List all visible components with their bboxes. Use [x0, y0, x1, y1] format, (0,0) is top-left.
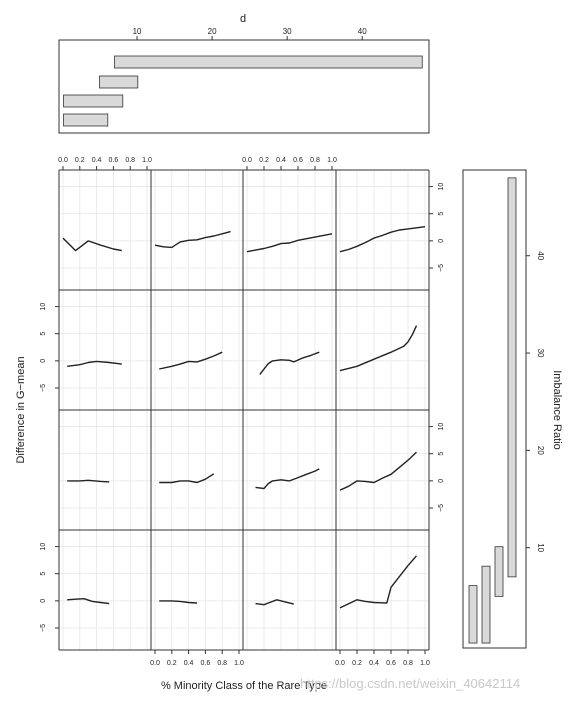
x-tick-label: 0.4	[276, 157, 286, 164]
x-tick-label: 0.2	[75, 157, 85, 164]
series-line	[246, 233, 333, 253]
right-chart-frame	[462, 169, 527, 649]
top-bar	[114, 55, 423, 69]
y-tick-label: 0	[438, 479, 445, 483]
top-chart-x-tick-label: 40	[358, 27, 367, 36]
top-chart-x-tick-label: 10	[133, 27, 142, 36]
y-tick-label: 5	[438, 212, 445, 216]
right-bar	[494, 546, 504, 597]
x-tick-label: 0.0	[150, 660, 160, 667]
x-tick-label: 1.0	[327, 157, 337, 164]
top-bar	[63, 94, 124, 108]
y-tick-label: −5	[438, 504, 445, 512]
series-line	[339, 226, 426, 253]
x-tick-label: 0.2	[167, 660, 177, 667]
y-tick-label: −5	[40, 624, 47, 632]
x-tick-label: 0.6	[386, 660, 396, 667]
x-tick-label: 0.6	[201, 660, 211, 667]
top-bar	[99, 75, 139, 89]
x-tick-label: 0.6	[293, 157, 303, 164]
series-line	[339, 451, 417, 491]
right-chart-y-tick-label: 10	[536, 543, 545, 552]
y-tick-label: −5	[40, 384, 47, 392]
right-chart-y-tick-label: 20	[536, 446, 545, 455]
x-tick-label: 0.4	[369, 660, 379, 667]
right-chart-y-tick-label: 30	[536, 349, 545, 358]
x-tick-label: 0.8	[310, 157, 320, 164]
series-line	[339, 325, 418, 372]
x-tick-label: 1.0	[234, 660, 244, 667]
top-chart-title: d	[240, 13, 246, 25]
x-tick-label: 1.0	[142, 157, 152, 164]
x-tick-label: 0.2	[352, 660, 362, 667]
series-line	[62, 237, 122, 252]
y-axis-label: Difference in G−mean	[15, 356, 27, 463]
x-tick-label: 0.0	[58, 157, 68, 164]
x-tick-label: 0.8	[403, 660, 413, 667]
right-bar	[468, 585, 478, 644]
y-tick-label: 5	[40, 572, 47, 576]
x-tick-label: 0.0	[242, 157, 252, 164]
x-tick-label: 1.0	[420, 660, 430, 667]
x-tick-label: 0.6	[109, 157, 119, 164]
top-chart-x-tick-label: 30	[283, 27, 292, 36]
y-tick-label: 0	[40, 599, 47, 603]
x-tick-label: 0.0	[335, 660, 345, 667]
y-tick-label: −5	[438, 264, 445, 272]
x-tick-label: 0.8	[125, 157, 135, 164]
y-tick-label: 0	[40, 359, 47, 363]
series-line	[154, 230, 231, 249]
y-tick-label: 10	[40, 543, 47, 551]
series-line	[159, 351, 223, 370]
y-tick-label: 10	[438, 183, 445, 191]
right-bar	[481, 565, 491, 644]
x-tick-label: 0.2	[259, 157, 269, 164]
series-line	[67, 479, 110, 483]
x-tick-label: 0.8	[217, 660, 227, 667]
series-line	[159, 473, 215, 484]
top-chart-x-tick-label: 20	[208, 27, 217, 36]
top-bar	[63, 113, 109, 127]
series-line	[255, 468, 320, 490]
series-line	[339, 555, 418, 609]
y-tick-label: 10	[438, 423, 445, 431]
series-line	[159, 600, 198, 604]
watermark: https://blog.csdn.net/weixin_40642114	[300, 676, 521, 691]
right-bar	[507, 177, 517, 578]
x-axis-label: % Minority Class of the Rare Type	[161, 680, 327, 692]
x-tick-label: 0.4	[184, 660, 194, 667]
y-tick-label: 0	[438, 239, 445, 243]
top-chart-frame	[58, 39, 430, 134]
x-tick-label: 0.4	[92, 157, 102, 164]
y-tick-label: 10	[40, 303, 47, 311]
series-line	[67, 360, 122, 367]
y-tick-label: 5	[438, 452, 445, 456]
y-tick-label: 5	[40, 332, 47, 336]
right-chart-y-tick-label: 40	[536, 251, 545, 260]
series-line	[67, 598, 110, 605]
right-chart-ylabel: Imbalance Ratio	[551, 370, 563, 450]
series-line	[255, 599, 294, 606]
series-line	[259, 351, 320, 375]
